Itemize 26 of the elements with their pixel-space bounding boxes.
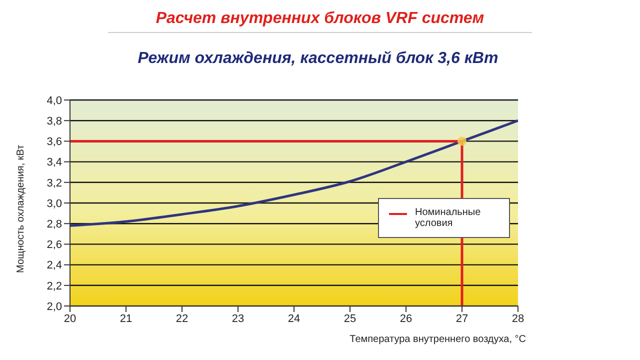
y-tick-label: 2,2 [46,280,62,292]
y-tick-label: 2,0 [46,300,62,313]
x-tick-label: 24 [288,312,300,325]
y-tick-label: 4,0 [46,94,62,107]
y-tick-label: 2,6 [46,239,62,252]
x-tick-label: 26 [400,312,412,325]
chart-subtitle: Режим охлаждения, кассетный блок 3,6 кВт [136,50,500,68]
x-tick-label: 25 [344,312,356,325]
x-tick-label: 21 [120,312,132,325]
x-tick-label: 23 [232,312,244,325]
y-tick-label: 3,2 [46,177,62,190]
chart-title: Расчет внутренних блоков VRF систем [108,10,532,33]
y-tick-label: 3,0 [46,198,62,210]
x-tick-label: 20 [64,312,76,325]
y-tick-label: 3,4 [46,156,62,169]
x-axis-title: Температура внутреннего воздуха, °С [350,334,526,345]
line-series [70,119,518,227]
x-tick-label: 27 [456,312,468,325]
y-tick-label: 3,6 [46,136,62,148]
y-tick-label: 3,8 [46,116,62,128]
y-tick-label: 2,4 [46,260,62,272]
y-axis-title: Мощность охлаждения, кВт [16,144,27,273]
y-tick-label: 2,8 [46,218,62,231]
x-tick-label: 28 [512,312,524,325]
legend-label: Номинальные условия [415,207,482,229]
x-tick-label: 22 [176,312,188,325]
